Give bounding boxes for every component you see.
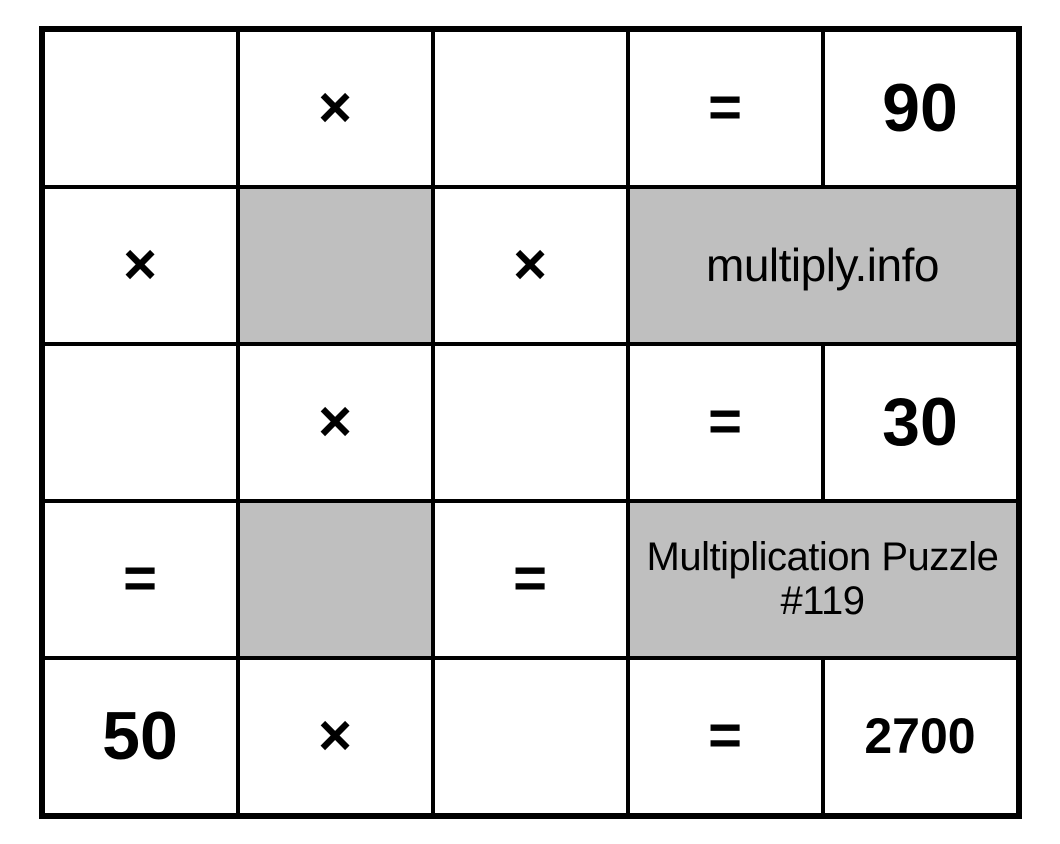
cell-r4c0-value: 50 bbox=[43, 658, 238, 815]
cell-r0c4-result: 90 bbox=[823, 30, 1018, 187]
cell-r2c3-equals: = bbox=[628, 344, 823, 501]
cell-r4c4-result: 2700 bbox=[823, 658, 1018, 815]
cell-r3c0-equals: = bbox=[43, 501, 238, 658]
cell-r2c0-blank bbox=[43, 344, 238, 501]
cell-r4c1-multiply: × bbox=[238, 658, 433, 815]
cell-r4c2-blank bbox=[433, 658, 628, 815]
puzzle-grid: × = 90 × × multiply.info × = 30 = = Mult… bbox=[39, 26, 1022, 819]
cell-r3c2-equals: = bbox=[433, 501, 628, 658]
cell-r2c2-blank bbox=[433, 344, 628, 501]
cell-r1c2-multiply: × bbox=[433, 187, 628, 344]
cell-r0c0-blank bbox=[43, 30, 238, 187]
cell-r2c4-result: 30 bbox=[823, 344, 1018, 501]
cell-r0c2-blank bbox=[433, 30, 628, 187]
cell-r1-site-label: multiply.info bbox=[628, 187, 1018, 344]
cell-r0c1-multiply: × bbox=[238, 30, 433, 187]
cell-r1c1-shaded bbox=[238, 187, 433, 344]
cell-r3-puzzle-label: Multiplication Puzzle #119 bbox=[628, 501, 1018, 658]
cell-r4c3-equals: = bbox=[628, 658, 823, 815]
cell-r2c1-multiply: × bbox=[238, 344, 433, 501]
cell-r1c0-multiply: × bbox=[43, 187, 238, 344]
cell-r0c3-equals: = bbox=[628, 30, 823, 187]
cell-r3c1-shaded bbox=[238, 501, 433, 658]
